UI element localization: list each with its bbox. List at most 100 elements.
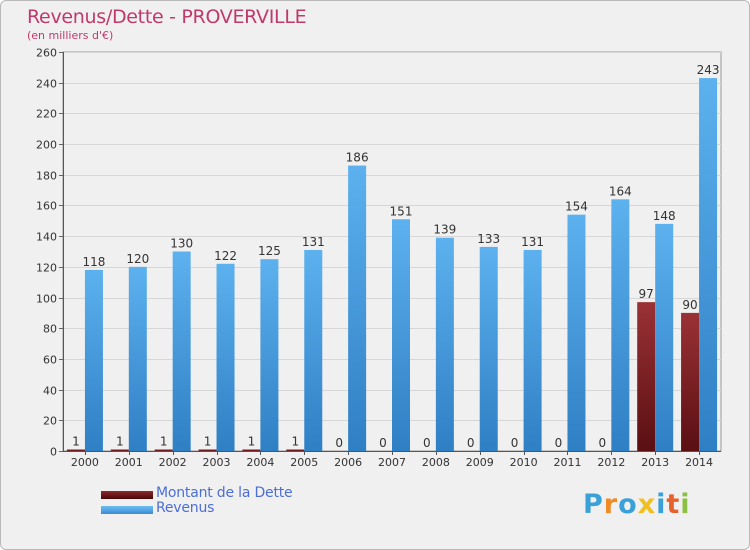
logo-letter: t	[666, 489, 681, 520]
data-label-revenus: 139	[433, 223, 456, 237]
data-label-dette: 0	[555, 436, 563, 450]
data-label-dette: 1	[204, 434, 212, 448]
bar-dette	[286, 449, 305, 451]
data-label-dette: 0	[423, 436, 431, 450]
bar-dette	[66, 449, 85, 451]
y-tick-label: 100	[36, 293, 57, 306]
y-tick-label: 200	[36, 139, 57, 152]
data-label-revenus: 186	[346, 151, 369, 165]
bars-group: 1 118 1 120 1 130 1 122 1 125 1 131 0 186 0 151 0 139 0 133…	[66, 63, 720, 452]
data-label-revenus: 154	[565, 200, 588, 214]
data-label-revenus: 122	[214, 249, 237, 263]
data-label-revenus: 125	[258, 244, 281, 258]
data-label-revenus: 130	[170, 237, 193, 251]
x-tick-label: 2000	[71, 456, 99, 469]
data-label-dette: 1	[116, 434, 124, 448]
bar-dette	[110, 449, 129, 451]
x-tick-label: 2009	[466, 456, 494, 469]
x-tick-label: 2004	[246, 456, 274, 469]
y-tick-label: 180	[36, 170, 57, 183]
y-tick-label: 220	[36, 108, 57, 121]
y-tick-label: 20	[43, 415, 57, 428]
legend-swatch-dette	[101, 491, 153, 499]
x-tick-label: 2006	[334, 456, 362, 469]
logo-letter: i	[656, 489, 667, 520]
data-label-revenus: 118	[82, 255, 105, 269]
data-label-revenus: 148	[653, 209, 676, 223]
data-label-dette: 1	[72, 434, 80, 448]
chart-title: Revenus/Dette - PROVERVILLE	[27, 6, 307, 28]
x-tick-label: 2014	[685, 456, 713, 469]
data-label-dette: 0	[379, 436, 387, 450]
x-tick-label: 2013	[641, 456, 669, 469]
logo-letter: r	[603, 489, 619, 520]
x-axis: 2000 2001 2002 2003 2004 2005 2006 2007 2008 2009…	[63, 451, 721, 469]
y-tick-label: 120	[36, 262, 57, 275]
chart-subtitle: (en milliers d'€)	[27, 29, 114, 42]
bar-revenus	[392, 219, 410, 451]
bar-dette	[681, 312, 700, 451]
bar-dette	[637, 302, 656, 451]
bar-dette	[154, 449, 173, 451]
data-label-revenus: 131	[521, 235, 544, 249]
data-label-revenus: 120	[126, 252, 149, 266]
bar-dette	[198, 449, 217, 451]
logo-letter: o	[618, 489, 638, 520]
x-tick-label: 2012	[597, 456, 625, 469]
data-label-revenus: 131	[302, 235, 325, 249]
bar-revenus	[348, 165, 367, 452]
data-label-dette: 97	[639, 287, 654, 301]
x-tick-label: 2007	[378, 456, 406, 469]
bar-revenus	[84, 269, 103, 451]
data-label-dette: 0	[467, 436, 475, 450]
data-label-dette: 1	[160, 434, 168, 448]
legend-swatch-revenus	[101, 506, 153, 514]
bar-revenus	[260, 259, 279, 451]
logo-letter: i	[680, 489, 691, 520]
bar-revenus	[611, 199, 630, 451]
data-label-dette: 90	[682, 298, 697, 312]
logo-letter: P	[583, 489, 604, 520]
y-tick-label: 60	[43, 354, 57, 367]
bar-revenus	[216, 263, 235, 451]
x-tick-label: 2002	[159, 456, 187, 469]
bar-revenus	[567, 214, 586, 451]
y-tick-label: 260	[36, 47, 57, 60]
bar-dette	[242, 449, 261, 451]
data-label-dette: 0	[599, 436, 607, 450]
data-label-revenus: 243	[697, 63, 720, 77]
legend-label-revenus: Revenus	[156, 500, 215, 516]
y-tick-label: 40	[43, 385, 57, 398]
data-label-revenus: 151	[390, 204, 413, 218]
logo-letter: x	[637, 489, 657, 520]
x-tick-label: 2011	[553, 456, 581, 469]
x-tick-label: 2008	[422, 456, 450, 469]
data-label-dette: 1	[248, 434, 256, 448]
bar-revenus	[699, 78, 718, 451]
bar-revenus	[172, 251, 191, 451]
bar-revenus	[523, 249, 542, 451]
bar-revenus	[304, 249, 323, 451]
bar-revenus	[479, 246, 498, 451]
y-tick-label: 0	[50, 446, 57, 459]
x-tick-label: 2001	[115, 456, 143, 469]
data-label-revenus: 133	[477, 232, 500, 246]
y-tick-label: 80	[43, 323, 57, 336]
bar-revenus	[435, 237, 454, 451]
y-tick-label: 140	[36, 231, 57, 244]
legend-label-dette: Montant de la Dette	[156, 485, 293, 501]
proxiti-logo: Proxiti	[583, 489, 691, 520]
data-label-dette: 0	[335, 436, 343, 450]
bar-revenus	[655, 223, 674, 451]
data-label-revenus: 164	[609, 184, 632, 198]
y-axis: 0 20 40 60 80 100 120 140 160 180 200 220 240 260	[36, 47, 64, 459]
data-label-dette: 0	[511, 436, 519, 450]
x-tick-label: 2010	[510, 456, 538, 469]
bar-revenus	[128, 266, 147, 451]
data-label-dette: 1	[291, 434, 299, 448]
x-tick-label: 2003	[203, 456, 231, 469]
x-tick-label: 2005	[290, 456, 318, 469]
y-tick-label: 160	[36, 200, 57, 213]
